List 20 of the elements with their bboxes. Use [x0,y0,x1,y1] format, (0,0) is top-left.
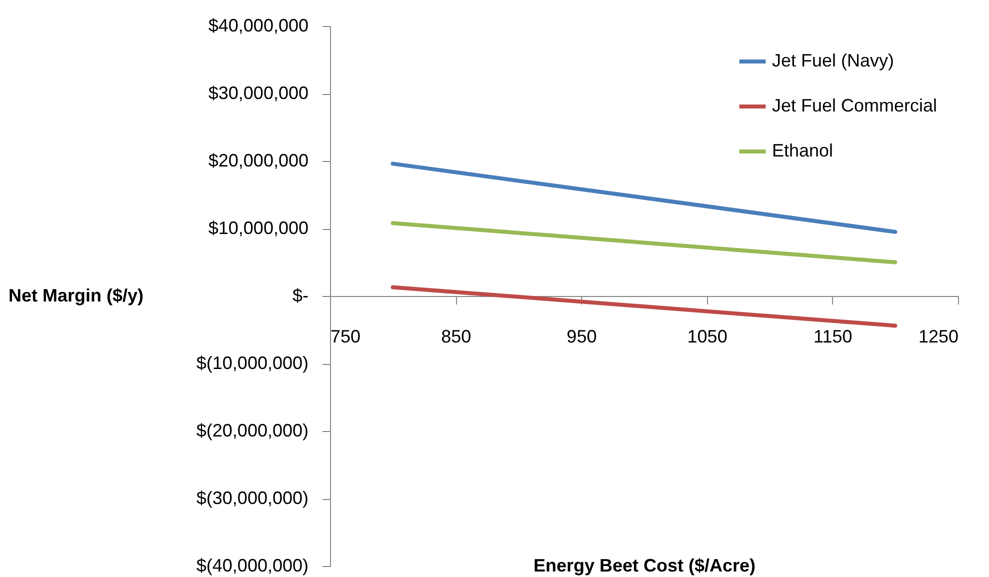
y-tick-label: $10,000,000 [208,218,308,238]
y-tick-label: $20,000,000 [208,150,308,170]
x-axis-title: Energy Beet Cost ($/Acre) [533,556,756,576]
x-tick-label: 1250 [918,326,958,346]
legend-label: Jet Fuel (Navy) [772,50,894,70]
y-axis-title: Net Margin ($/y) [8,286,144,306]
x-tick-label: 1150 [814,326,852,346]
x-tick-label: 950 [566,326,597,346]
y-tick-label: $40,000,000 [208,16,308,36]
y-tick-label: $(40,000,000) [196,556,308,576]
y-tick-label: $- [292,286,308,306]
x-tick-label: 1050 [687,326,728,346]
y-tick-label: $(10,000,000) [196,353,308,373]
y-tick-label: $(30,000,000) [196,488,308,508]
x-tick-label: 850 [441,326,472,346]
y-tick-label: $(20,000,000) [196,420,308,440]
legend-label: Jet Fuel Commercial [772,96,938,116]
y-tick-label: $30,000,000 [208,83,308,103]
legend-label: Ethanol [772,140,834,160]
x-tick-label: 750 [330,326,361,346]
